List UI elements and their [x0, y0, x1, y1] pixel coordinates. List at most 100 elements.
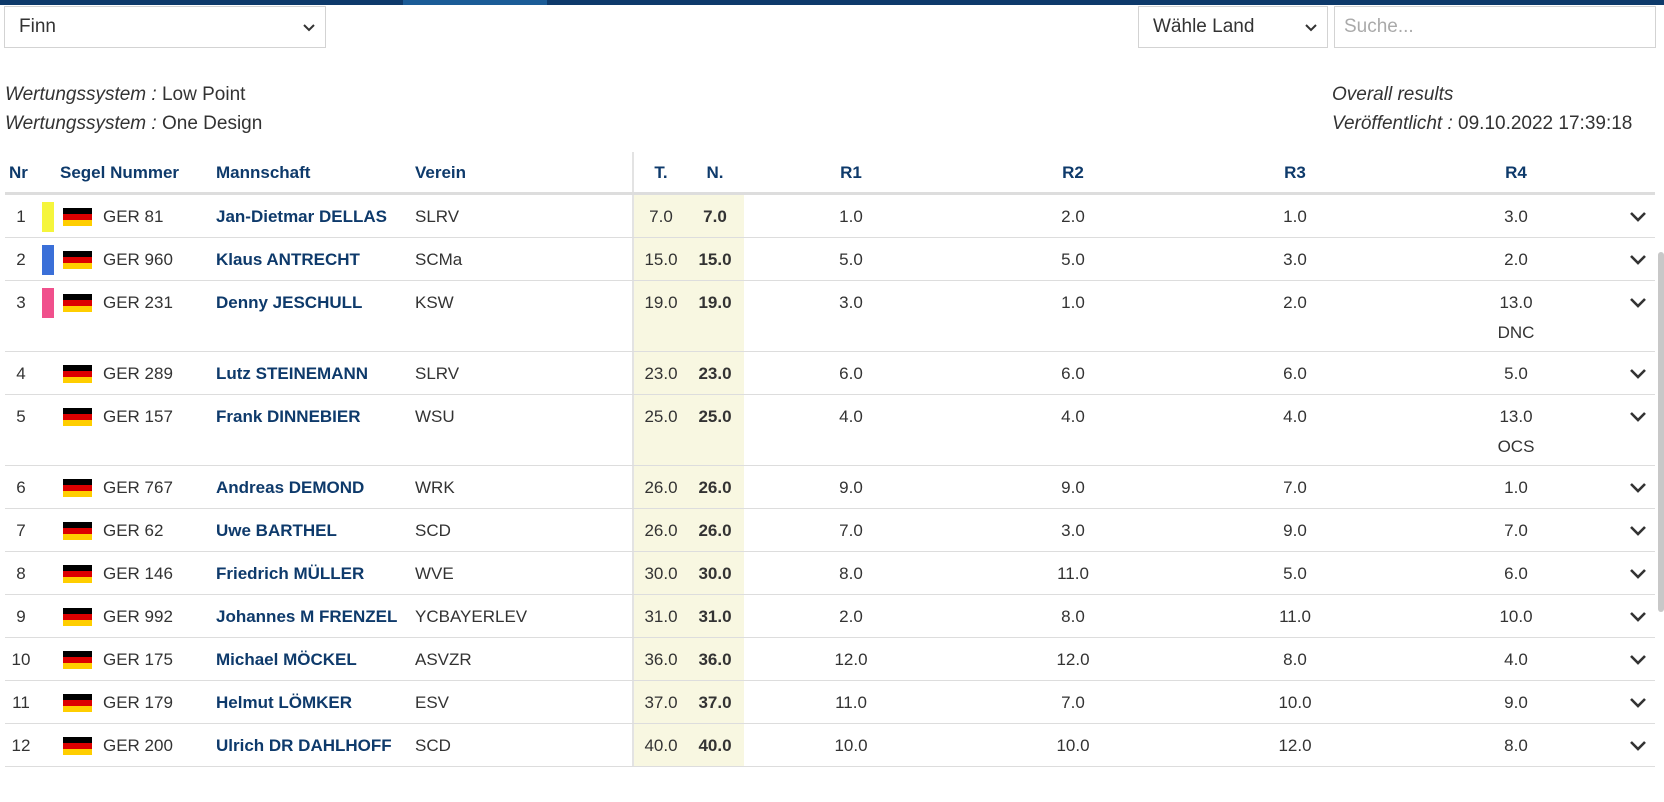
chevron-down-icon[interactable]	[1628, 651, 1648, 669]
country-select[interactable]: Wähle Land	[1138, 6, 1328, 48]
club-cell: ESV	[415, 693, 450, 712]
score-column-shade	[632, 724, 744, 766]
active-tab-indicator[interactable]	[403, 0, 547, 5]
table-row[interactable]: 1 GER 81 Jan-Dietmar DELLAS SLRV 7.0 7.0…	[5, 195, 1655, 238]
race-2-cell: 5.0	[1061, 250, 1085, 269]
race-1-cell: 8.0	[839, 564, 863, 583]
germany-flag-icon	[63, 608, 92, 626]
header-race-1[interactable]: R1	[840, 163, 862, 182]
sail-number-cell: GER 200	[103, 736, 173, 755]
chevron-down-icon[interactable]	[1628, 522, 1648, 540]
table-row[interactable]: 2 GER 960 Klaus ANTRECHT SCMa 15.0 15.0 …	[5, 238, 1655, 281]
header-race-4[interactable]: R4	[1505, 163, 1527, 182]
team-name-link[interactable]: Uwe BARTHEL	[216, 521, 337, 540]
race-2-cell: 11.0	[1057, 564, 1089, 583]
club-cell: YCBAYERLEV	[415, 607, 528, 626]
header-race-2[interactable]: R2	[1062, 163, 1084, 182]
sail-number-cell: GER 146	[103, 564, 173, 583]
header-race-3[interactable]: R3	[1284, 163, 1306, 182]
table-row[interactable]: 6 GER 767 Andreas DEMOND WRK 26.0 26.0 9…	[5, 466, 1655, 509]
race-4-points: 13.0	[1499, 407, 1533, 426]
header-rank[interactable]: Nr	[9, 163, 28, 182]
table-row[interactable]: 10 GER 175 Michael MÖCKEL ASVZR 36.0 36.…	[5, 638, 1655, 681]
table-row[interactable]: 7 GER 62 Uwe BARTHEL SCD 26.0 26.0 7.0 3…	[5, 509, 1655, 552]
race-4-points: 10.0	[1499, 607, 1533, 626]
class-select-value: Finn	[19, 16, 56, 37]
rank-cell: 9	[16, 607, 26, 626]
team-name-link[interactable]: Michael MÖCKEL	[216, 650, 357, 669]
table-row[interactable]: 12 GER 200 Ulrich DR DAHLHOFF SCD 40.0 4…	[5, 724, 1655, 767]
page-scrollbar[interactable]	[1658, 252, 1664, 612]
rank-cell: 5	[16, 407, 26, 426]
chevron-down-icon[interactable]	[1628, 251, 1648, 269]
germany-flag-icon	[63, 208, 92, 226]
chevron-down-icon	[303, 24, 315, 32]
score-column-shade	[632, 681, 744, 723]
chevron-down-icon[interactable]	[1628, 694, 1648, 712]
total-points-cell: 40.0	[644, 736, 678, 755]
rank-cell: 3	[16, 293, 26, 312]
results-info: Overall results Veröffentlicht : 09.10.2…	[1332, 80, 1632, 138]
germany-flag-icon	[63, 694, 92, 712]
score-column-shade	[632, 552, 744, 594]
race-3-cell: 4.0	[1283, 407, 1307, 426]
race-1-cell: 1.0	[839, 207, 863, 226]
race-4-points: 9.0	[1504, 693, 1528, 712]
race-4-cell: 4.0	[1461, 650, 1571, 670]
team-name-link[interactable]: Lutz STEINEMANN	[216, 364, 369, 383]
score-column-shade	[632, 638, 744, 680]
race-4-points: 7.0	[1504, 521, 1528, 540]
chevron-down-icon[interactable]	[1628, 479, 1648, 497]
team-name-link[interactable]: Helmut LÖMKER	[216, 693, 352, 712]
header-club[interactable]: Verein	[415, 163, 467, 182]
club-cell: SCD	[415, 736, 451, 755]
rank-cell: 2	[16, 250, 26, 269]
table-row[interactable]: 3 GER 231 Denny JESCHULL KSW 19.0 19.0 3…	[5, 281, 1655, 352]
club-cell: SCD	[415, 521, 451, 540]
chevron-down-icon[interactable]	[1628, 408, 1648, 426]
team-name-link[interactable]: Johannes M FRENZEL	[216, 607, 398, 626]
header-total[interactable]: T.	[654, 163, 668, 182]
rank-cell: 1	[16, 207, 26, 226]
table-row[interactable]: 4 GER 289 Lutz STEINEMANN SLRV 23.0 23.0…	[5, 352, 1655, 395]
class-select[interactable]: Finn	[4, 6, 326, 48]
chevron-down-icon[interactable]	[1628, 608, 1648, 626]
table-row[interactable]: 11 GER 179 Helmut LÖMKER ESV 37.0 37.0 1…	[5, 681, 1655, 724]
race-3-cell: 1.0	[1283, 207, 1307, 226]
search-input[interactable]	[1334, 6, 1656, 48]
chevron-down-icon[interactable]	[1628, 208, 1648, 226]
team-name-link[interactable]: Andreas DEMOND	[216, 478, 365, 497]
total-points-cell: 23.0	[644, 364, 678, 383]
chevron-down-icon[interactable]	[1628, 737, 1648, 755]
race-4-cell: 10.0	[1461, 607, 1571, 627]
race-2-cell: 9.0	[1061, 478, 1085, 497]
table-row[interactable]: 9 GER 992 Johannes M FRENZEL YCBAYERLEV …	[5, 595, 1655, 638]
score-column-shade	[632, 595, 744, 637]
header-net[interactable]: N.	[706, 163, 724, 182]
header-team[interactable]: Mannschaft	[216, 163, 311, 182]
race-4-cell: 2.0	[1461, 250, 1571, 270]
header-sail-number[interactable]: Segel Nummer	[60, 163, 180, 182]
table-row[interactable]: 5 GER 157 Frank DINNEBIER WSU 25.0 25.0 …	[5, 395, 1655, 466]
net-points-cell: 7.0	[703, 207, 727, 226]
sail-number-cell: GER 231	[103, 293, 173, 312]
chevron-down-icon[interactable]	[1628, 565, 1648, 583]
race-3-cell: 10.0	[1278, 693, 1312, 712]
race-4-points: 6.0	[1504, 564, 1528, 583]
sail-number-cell: GER 81	[103, 207, 164, 226]
team-name-link[interactable]: Denny JESCHULL	[216, 293, 363, 312]
sail-number-cell: GER 289	[103, 364, 173, 383]
team-name-link[interactable]: Friedrich MÜLLER	[216, 564, 365, 583]
score-column-shade	[632, 395, 744, 465]
chevron-down-icon[interactable]	[1628, 294, 1648, 312]
table-row[interactable]: 8 GER 146 Friedrich MÜLLER WVE 30.0 30.0…	[5, 552, 1655, 595]
team-name-link[interactable]: Klaus ANTRECHT	[216, 250, 360, 269]
team-name-link[interactable]: Jan-Dietmar DELLAS	[216, 207, 387, 226]
scoring-info: Wertungssystem : Low Point Wertungssyste…	[5, 80, 262, 138]
net-points-cell: 30.0	[698, 564, 732, 583]
published-label: Veröffentlicht :	[1332, 113, 1453, 134]
team-name-link[interactable]: Frank DINNEBIER	[216, 407, 361, 426]
medal-marker	[42, 245, 54, 275]
chevron-down-icon[interactable]	[1628, 365, 1648, 383]
team-name-link[interactable]: Ulrich DR DAHLHOFF	[216, 736, 392, 755]
